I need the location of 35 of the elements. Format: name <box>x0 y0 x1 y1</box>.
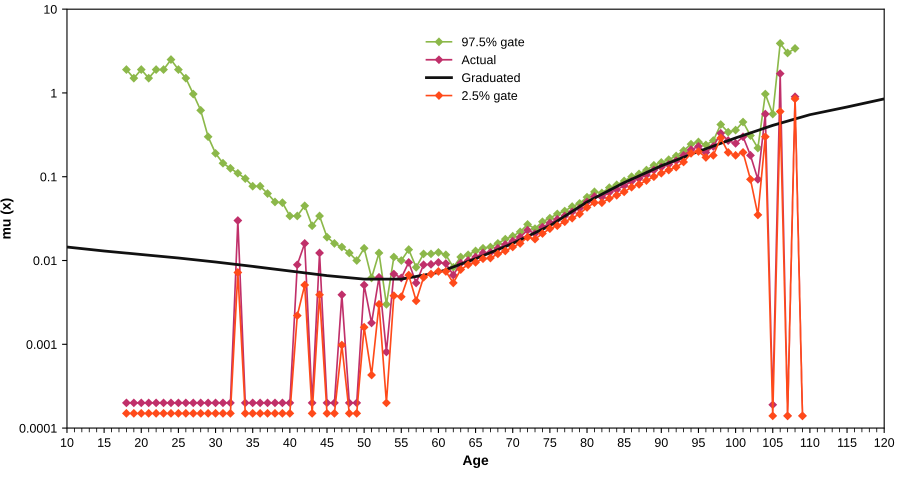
x-tick-label: 35 <box>246 438 260 447</box>
legend-label: 2.5% gate <box>462 91 518 103</box>
x-tick-label: 95 <box>692 438 705 447</box>
x-axis-title: Age <box>462 455 488 468</box>
x-tick-label: 45 <box>320 438 334 447</box>
y-tick-label: 10 <box>44 4 57 14</box>
legend-label: 97.5% gate <box>462 37 524 49</box>
x-tick-label: 100 <box>726 438 746 447</box>
x-tick-label: 40 <box>283 438 296 447</box>
y-tick-label: 1 <box>51 88 57 98</box>
y-tick-label: 0.001 <box>26 340 57 349</box>
x-tick-label: 120 <box>874 438 894 447</box>
x-tick-label: 85 <box>618 438 631 447</box>
x-tick-label: 110 <box>800 438 820 447</box>
y-tick-label: 0.01 <box>33 256 57 266</box>
legend-label: Graduated <box>462 72 520 82</box>
legend-label: Actual <box>461 55 496 64</box>
x-tick-label: 60 <box>432 438 445 447</box>
x-tick-label: 30 <box>209 438 222 447</box>
x-tick-label: 10 <box>60 438 74 447</box>
x-tick-label: 80 <box>580 438 594 447</box>
x-tick-label: 70 <box>506 438 520 447</box>
x-tick-label: 105 <box>763 438 783 447</box>
x-tick-label: 20 <box>134 438 148 447</box>
x-tick-label: 55 <box>394 438 408 447</box>
y-tick-label: 0.1 <box>40 172 57 182</box>
x-tick-label: 25 <box>172 438 185 447</box>
x-tick-label: 115 <box>838 438 856 447</box>
x-tick-label: 15 <box>98 438 111 447</box>
x-tick-label: 65 <box>469 438 482 447</box>
y-axis-title: mu (x) <box>0 198 14 239</box>
x-tick-label: 90 <box>654 438 668 447</box>
y-tick-label: 0.0001 <box>20 424 57 433</box>
x-tick-label: 75 <box>544 438 556 447</box>
x-tick-label: 50 <box>358 438 371 447</box>
